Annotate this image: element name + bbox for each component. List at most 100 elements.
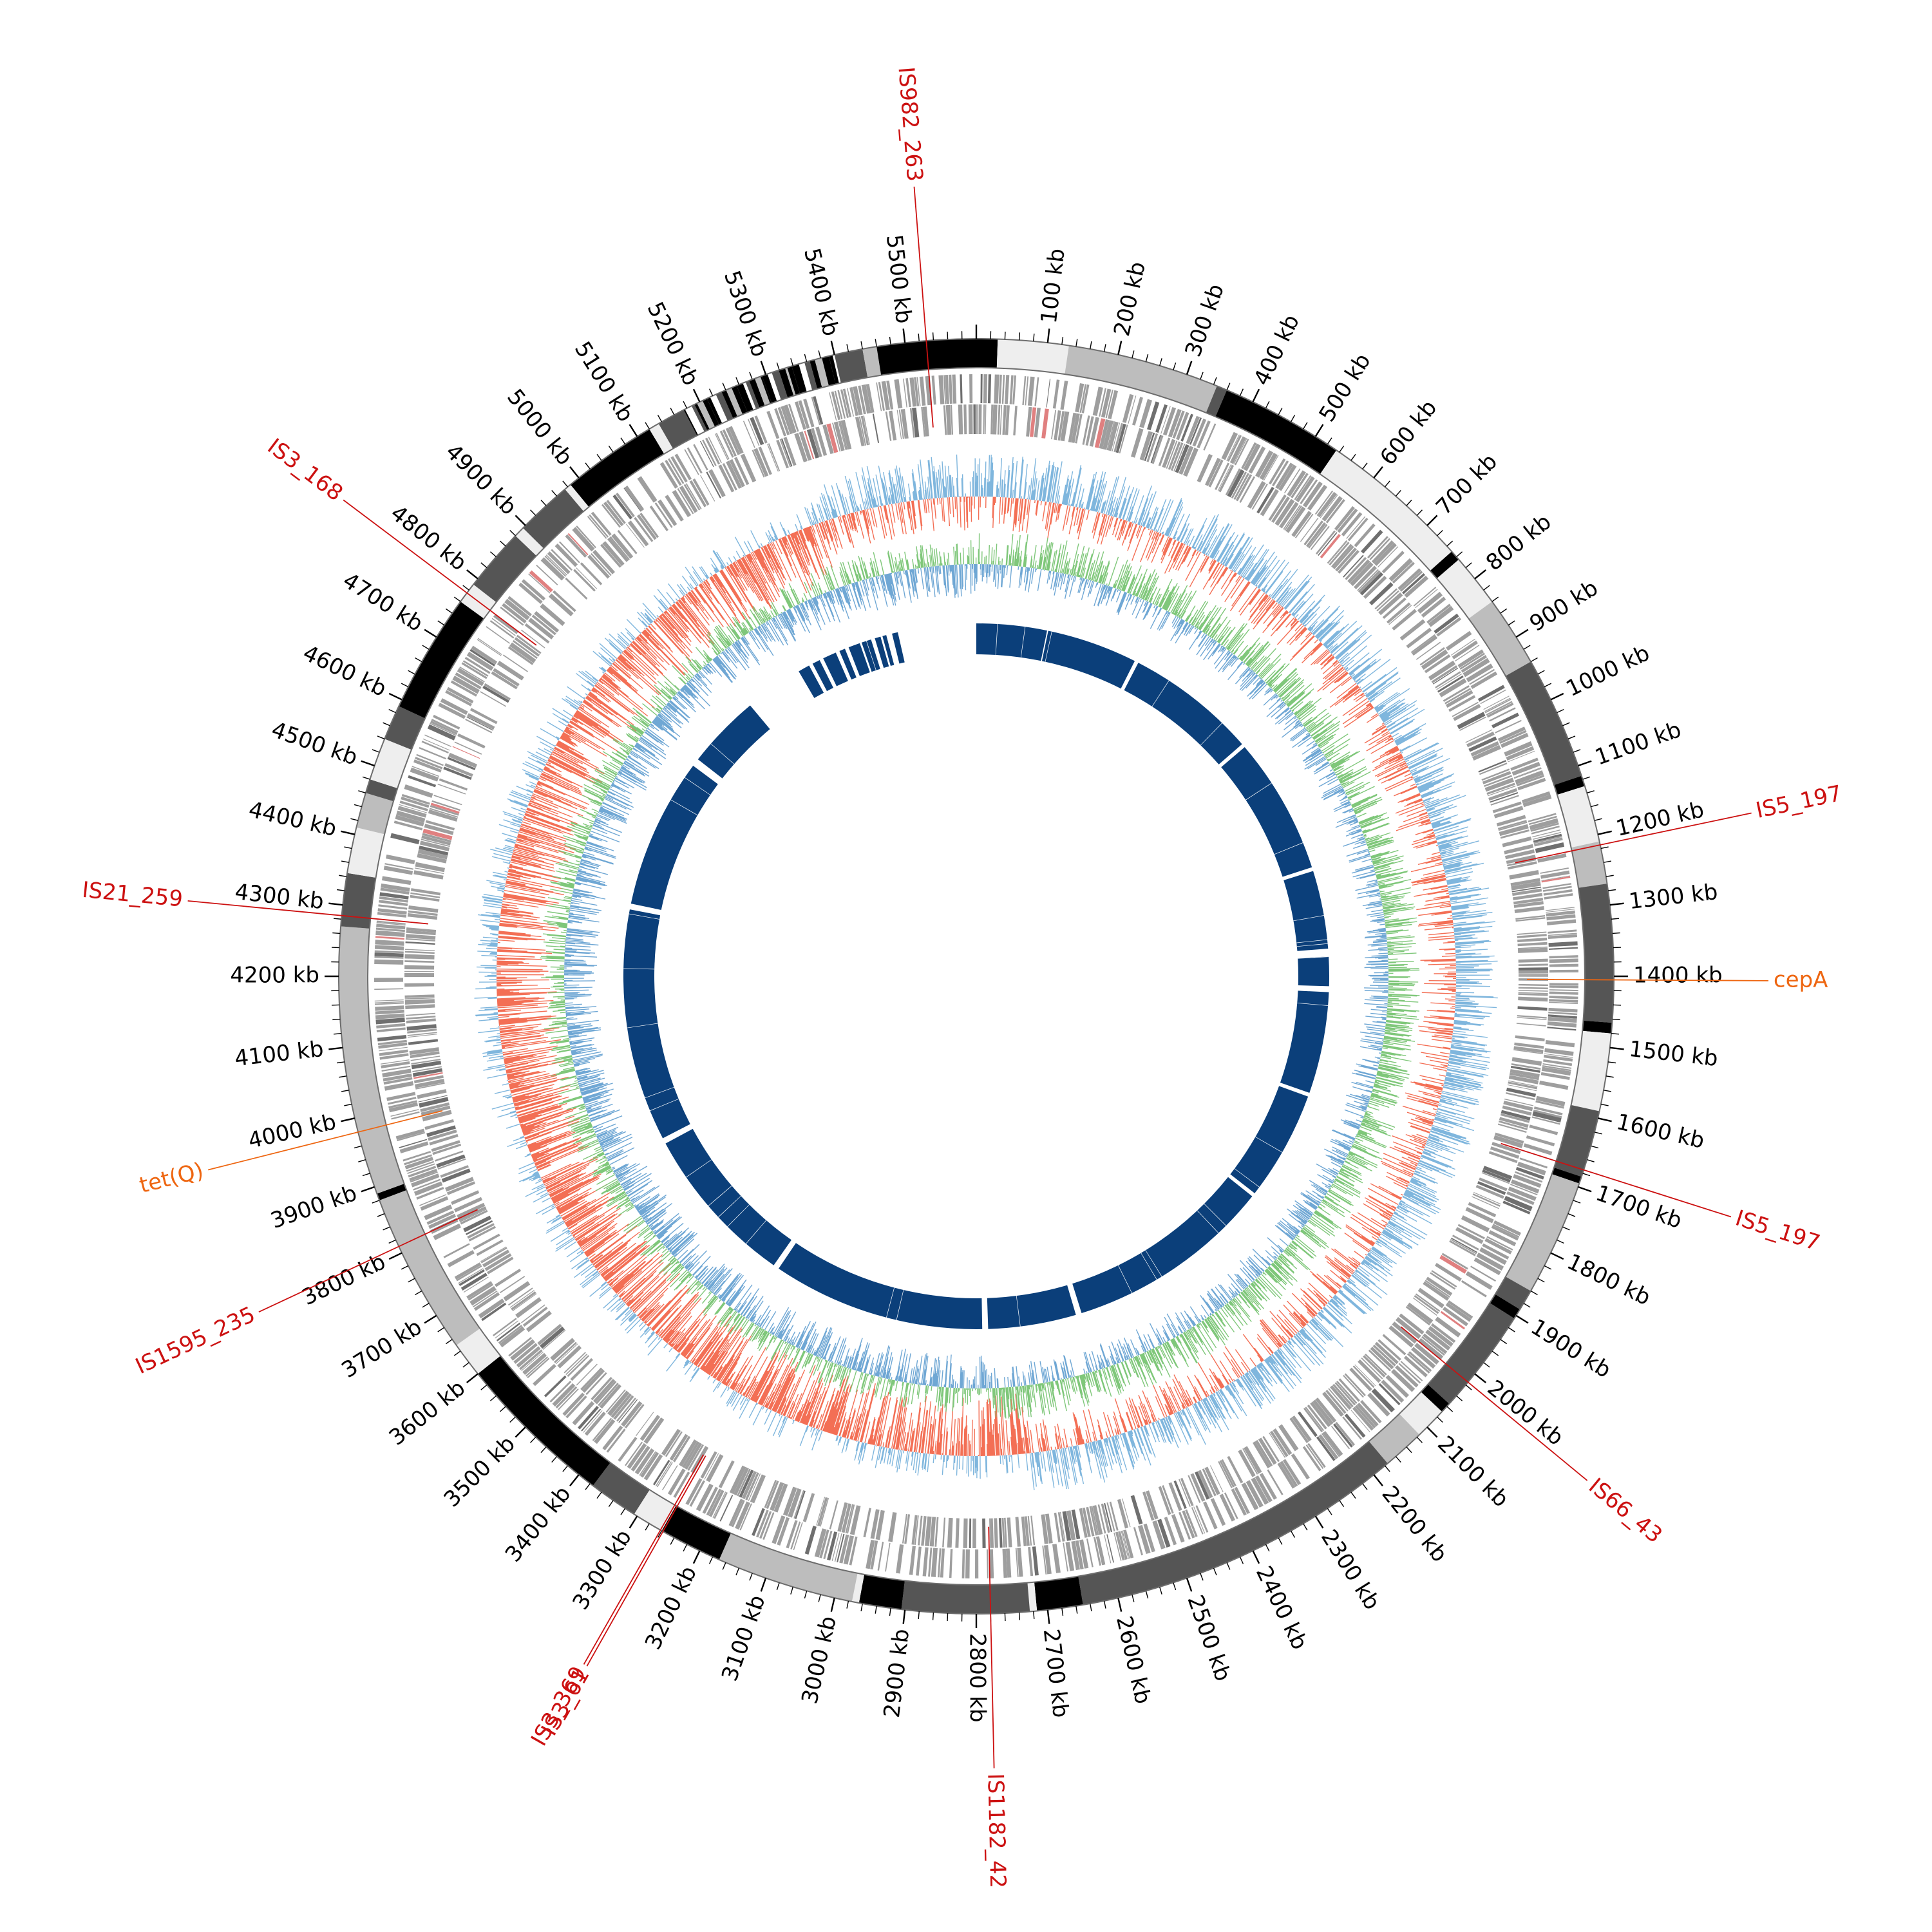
gene-feature bbox=[1431, 1270, 1457, 1288]
minor-tick bbox=[1018, 1612, 1021, 1620]
gene-feature bbox=[816, 1497, 826, 1526]
gene-feature bbox=[719, 1495, 734, 1522]
gene-feature bbox=[1041, 1514, 1049, 1544]
gene-feature bbox=[1260, 489, 1279, 516]
gene-feature bbox=[788, 1488, 802, 1518]
gene-feature bbox=[616, 1397, 636, 1422]
gene-feature bbox=[587, 516, 607, 539]
gene-feature bbox=[1387, 602, 1411, 624]
minor-tick bbox=[1600, 1103, 1609, 1106]
contig-ring bbox=[338, 338, 1615, 1615]
gene-feature bbox=[1388, 1325, 1414, 1348]
tick-label: 2400 kb bbox=[1251, 1562, 1312, 1654]
gene-feature bbox=[466, 716, 493, 731]
gene-feature bbox=[1543, 889, 1573, 896]
gene-feature bbox=[781, 438, 793, 467]
gene-feature bbox=[408, 910, 438, 916]
gene-feature bbox=[793, 1522, 803, 1551]
gene-feature bbox=[502, 603, 527, 624]
gene-feature bbox=[1316, 530, 1336, 554]
gene-feature bbox=[1054, 1512, 1061, 1542]
gene-feature bbox=[1106, 421, 1115, 451]
gene-feature bbox=[1180, 413, 1193, 442]
gene-feature bbox=[640, 1452, 659, 1478]
minor-tick bbox=[1500, 608, 1508, 614]
minor-tick bbox=[1605, 875, 1614, 877]
gene-feature bbox=[461, 662, 488, 679]
gene-feature bbox=[1495, 719, 1522, 734]
gene-feature bbox=[595, 1381, 617, 1405]
minor-tick bbox=[1350, 453, 1356, 461]
gene-feature bbox=[1544, 1054, 1573, 1062]
gene-feature bbox=[1158, 437, 1171, 467]
major-tick bbox=[569, 1474, 580, 1486]
gene-feature bbox=[1242, 1448, 1258, 1475]
gene-feature bbox=[413, 1075, 444, 1084]
gene-feature bbox=[1255, 1440, 1273, 1467]
major-tick bbox=[515, 515, 526, 526]
gene-tracks bbox=[374, 374, 1578, 1578]
gene-feature bbox=[374, 988, 404, 990]
alignment-gap bbox=[886, 1287, 895, 1318]
gene-feature bbox=[407, 1163, 435, 1175]
gene-feature bbox=[1164, 1517, 1177, 1546]
minor-tick bbox=[790, 1586, 793, 1595]
minor-tick bbox=[1145, 354, 1149, 362]
gene-feature bbox=[672, 1435, 691, 1463]
gene-feature bbox=[1052, 1544, 1061, 1573]
alignment-block bbox=[630, 765, 718, 910]
major-tick bbox=[466, 569, 478, 580]
minor-tick bbox=[585, 462, 591, 469]
gene-feature bbox=[833, 421, 845, 451]
gene-feature bbox=[527, 1358, 550, 1379]
gene-feature bbox=[401, 797, 430, 808]
gene-feature bbox=[667, 1468, 686, 1495]
alignment-gap bbox=[1283, 868, 1312, 878]
gene-feature bbox=[534, 611, 560, 633]
gene-feature bbox=[902, 1513, 907, 1544]
gene-feature bbox=[1238, 1449, 1256, 1477]
gene-feature bbox=[1054, 410, 1061, 440]
alignment-gap bbox=[708, 1186, 732, 1206]
contig-segment bbox=[822, 355, 836, 386]
gene-feature bbox=[1504, 844, 1534, 855]
annotation-label: IS1595_235 bbox=[131, 1302, 259, 1379]
gene-feature bbox=[1517, 947, 1548, 953]
gene-feature bbox=[734, 457, 750, 486]
gene-feature bbox=[1162, 406, 1177, 436]
gene-feature bbox=[1284, 506, 1302, 531]
gene-feature bbox=[1052, 379, 1060, 409]
gene-feature bbox=[937, 1548, 942, 1578]
major-tick bbox=[1597, 1117, 1612, 1122]
alignment-gap bbox=[1297, 1003, 1329, 1006]
gene-feature bbox=[388, 1100, 417, 1109]
gene-feature bbox=[722, 462, 737, 491]
alignment-gap bbox=[1145, 1250, 1162, 1277]
major-tick bbox=[328, 1046, 343, 1050]
contig-segment bbox=[976, 339, 998, 368]
gene-feature bbox=[1486, 702, 1514, 718]
alignment-block bbox=[848, 643, 870, 676]
gene-feature bbox=[973, 404, 976, 435]
major-tick bbox=[1186, 1578, 1193, 1592]
gene-feature bbox=[1426, 603, 1451, 624]
gene-feature bbox=[551, 549, 573, 571]
gene-feature bbox=[576, 1363, 598, 1386]
gene-feature bbox=[745, 1472, 759, 1501]
gene-feature bbox=[737, 1468, 751, 1497]
gene-feature bbox=[1060, 381, 1068, 410]
gene-feature bbox=[1542, 1065, 1571, 1072]
major-tick bbox=[569, 466, 580, 478]
gene-feature bbox=[1307, 484, 1328, 511]
gene-feature bbox=[1424, 654, 1451, 674]
gene-feature bbox=[1549, 985, 1578, 989]
gene-feature bbox=[788, 403, 799, 432]
minor-tick bbox=[341, 1090, 350, 1092]
alignment-block bbox=[1221, 747, 1312, 877]
gene-feature bbox=[1502, 1200, 1531, 1215]
gene-feature bbox=[1488, 1230, 1517, 1247]
tick-label: 5200 kb bbox=[642, 298, 704, 390]
gene-feature bbox=[548, 593, 574, 617]
gene-feature bbox=[1359, 572, 1383, 596]
signal-negative bbox=[496, 496, 1457, 1457]
